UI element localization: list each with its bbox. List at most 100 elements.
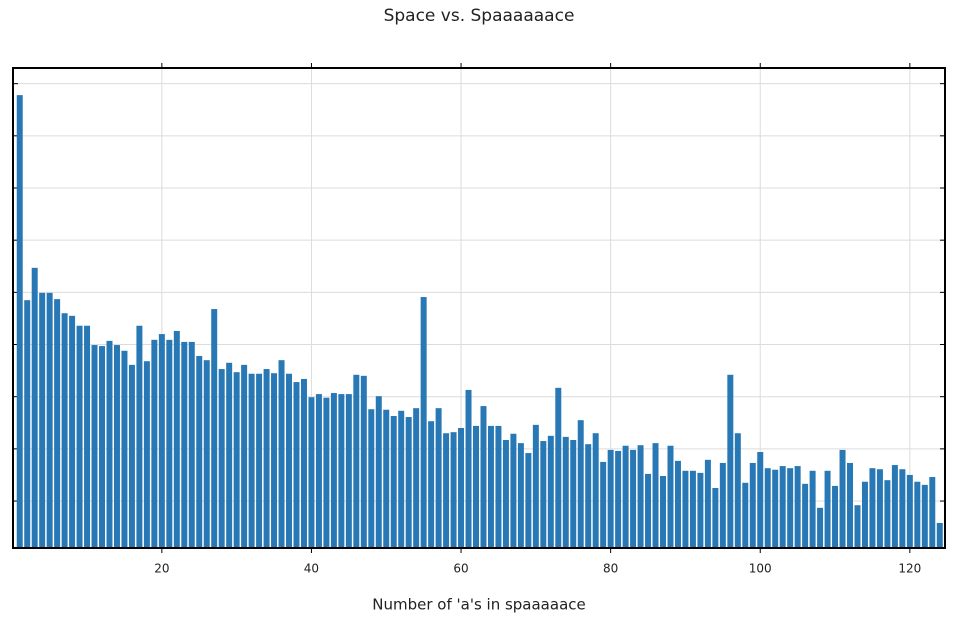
bar — [936, 522, 943, 548]
bar — [398, 410, 405, 548]
bar — [69, 315, 76, 548]
bar — [577, 420, 584, 548]
bar — [405, 417, 412, 548]
bar — [46, 292, 53, 548]
bar — [921, 484, 928, 548]
bar — [31, 267, 38, 548]
bar — [697, 472, 704, 548]
x-tick-label: 40 — [304, 562, 319, 576]
bar — [136, 325, 143, 548]
bar — [473, 425, 479, 548]
x-tick-label: 120 — [898, 562, 921, 576]
bar — [794, 466, 801, 548]
bar — [600, 461, 607, 548]
bar — [330, 393, 337, 548]
x-tick-label: 60 — [453, 562, 468, 576]
bar — [413, 408, 420, 548]
bar — [443, 433, 450, 548]
bar — [802, 483, 809, 548]
bar — [660, 476, 666, 548]
bar — [742, 482, 749, 548]
bar — [256, 373, 263, 548]
bar — [719, 462, 726, 548]
bar — [323, 397, 330, 548]
bar — [622, 445, 629, 548]
plot-frame — [12, 67, 946, 549]
bar — [39, 292, 46, 548]
bar — [532, 424, 539, 548]
bar — [607, 449, 614, 548]
bar — [817, 507, 824, 548]
bar — [929, 477, 936, 548]
bar — [510, 433, 517, 548]
bar — [869, 468, 876, 548]
bar — [24, 300, 31, 548]
bar — [809, 470, 816, 548]
bar — [734, 433, 741, 548]
bar — [704, 459, 711, 548]
bar — [891, 465, 898, 548]
bar — [151, 339, 158, 548]
bar — [360, 375, 367, 548]
bar — [435, 408, 442, 548]
bar — [674, 460, 681, 548]
bar — [173, 330, 180, 548]
bar — [188, 341, 195, 548]
bar — [345, 394, 352, 548]
bar — [143, 361, 150, 548]
bar — [166, 339, 173, 548]
x-axis-label: Number of 'a's in spaaaaace — [372, 596, 586, 614]
bar — [495, 425, 502, 548]
bar — [226, 362, 233, 548]
bar — [630, 449, 637, 548]
bar — [196, 356, 203, 548]
bar — [757, 452, 764, 548]
bar — [128, 364, 135, 548]
bar — [787, 468, 794, 548]
bar — [458, 428, 465, 548]
bar — [241, 364, 248, 548]
bar — [368, 409, 375, 548]
bar — [667, 445, 674, 548]
bar — [861, 481, 868, 548]
bar — [84, 325, 91, 548]
bar — [106, 340, 113, 548]
bar — [884, 480, 891, 548]
x-tick-label: 80 — [603, 562, 618, 576]
bar — [772, 469, 779, 548]
bar — [428, 421, 435, 548]
bar — [832, 485, 839, 548]
bar — [749, 462, 756, 548]
bar — [480, 406, 487, 548]
bar — [547, 435, 554, 548]
bar — [203, 360, 210, 548]
bar — [824, 470, 831, 548]
bar — [645, 473, 652, 548]
bar — [487, 425, 494, 548]
bar — [390, 416, 397, 548]
bar — [91, 345, 98, 548]
bar — [181, 341, 188, 548]
bar — [315, 394, 322, 548]
bar — [286, 373, 293, 548]
bar — [293, 382, 300, 548]
bar — [465, 389, 472, 548]
bar — [525, 453, 532, 548]
bar — [383, 409, 390, 548]
bar — [420, 297, 427, 548]
bar — [652, 443, 659, 548]
bar — [682, 470, 689, 548]
bar — [764, 468, 771, 548]
bar — [555, 387, 562, 548]
bar — [637, 445, 644, 548]
bar — [375, 396, 382, 548]
bar — [271, 373, 278, 548]
bar — [16, 95, 23, 548]
bar — [211, 309, 218, 548]
bar — [54, 299, 61, 548]
x-tick-label: 20 — [154, 562, 169, 576]
chart-title: Space vs. Spaaaaaace — [384, 6, 575, 26]
bar — [847, 462, 853, 548]
bar — [562, 436, 569, 548]
